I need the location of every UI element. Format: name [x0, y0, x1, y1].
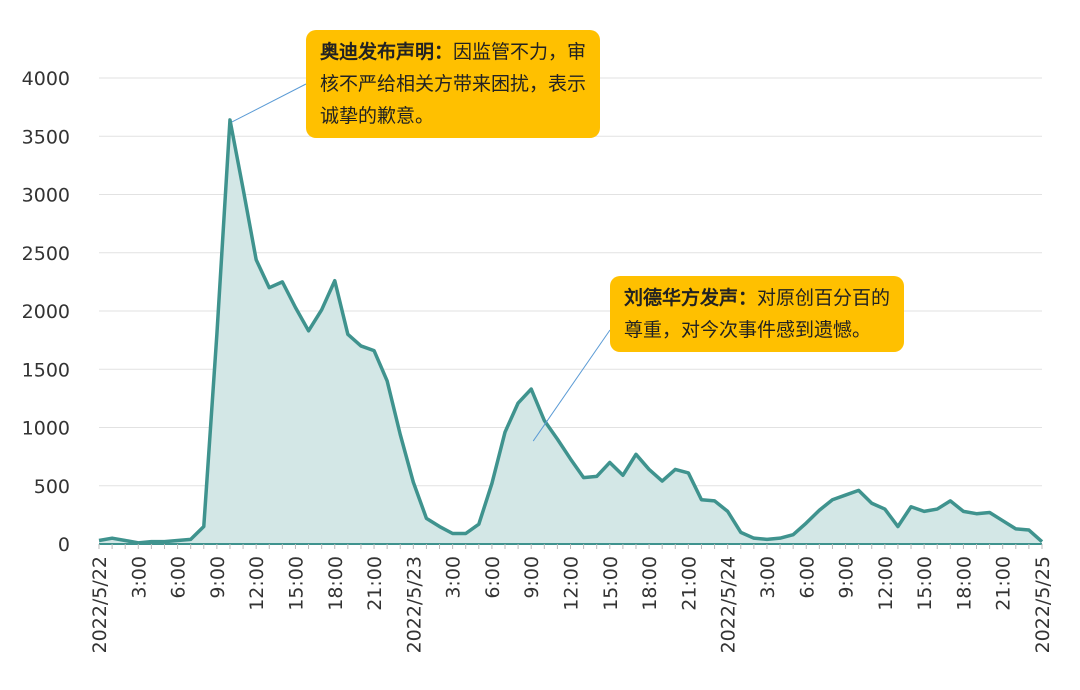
leader-line — [231, 83, 307, 123]
x-axis-labels: 2022/5/22 3:00 6:00 9:00 12:00 15:00 18:00 21:0… — [89, 556, 1054, 653]
x-tick-label: 2022/5/25 — [1032, 556, 1054, 653]
x-tick-label: 18:00 — [325, 556, 347, 611]
x-tick-label: 3:00 — [443, 556, 465, 599]
series-line — [98, 118, 1044, 545]
x-tick-label: 15:00 — [600, 556, 622, 611]
y-tick-label: 4000 — [22, 68, 70, 90]
x-tick-label: 2022/5/23 — [403, 556, 425, 653]
y-tick-label: 500 — [34, 476, 70, 498]
y-tick-label: 2500 — [22, 243, 70, 265]
y-tick-label: 1500 — [22, 359, 70, 381]
x-tick-label: 2022/5/22 — [89, 556, 111, 653]
x-tick-label: 3:00 — [128, 556, 150, 599]
annotation-title: 刘德华方发声： — [624, 287, 758, 309]
area-fill — [99, 119, 1042, 544]
y-tick-label: 3500 — [22, 126, 70, 148]
y-tick-label: 2000 — [22, 301, 70, 323]
x-tick-label: 18:00 — [639, 556, 661, 611]
annotation-audi-statement: 奥迪发布声明：因监管不力，审核不严给相关方带来困扰，表示诚挚的歉意。 — [306, 30, 600, 138]
x-tick-label: 21:00 — [364, 556, 386, 611]
x-tick-label: 6:00 — [482, 556, 504, 599]
x-tick-label: 18:00 — [953, 556, 975, 611]
x-tick-label: 2022/5/24 — [718, 556, 740, 653]
x-tick-label: 12:00 — [246, 556, 268, 611]
y-axis-labels: 0 500 1000 1500 2000 2500 3000 3500 4000 — [22, 68, 70, 556]
y-tick-label: 1000 — [22, 418, 70, 440]
annotation-title: 奥迪发布声明： — [320, 41, 454, 63]
x-tick-label: 9:00 — [521, 556, 543, 599]
annotation-leader-lines — [231, 83, 611, 442]
annotation-text: 因监管不力，审核不严给相关方带来困扰，表示诚挚的歉意。 — [320, 41, 587, 127]
annotation-text: 对原创百分百的尊重，对今次事件感到遗憾。 — [624, 287, 891, 341]
leader-line — [532, 329, 611, 442]
x-tick-label: 21:00 — [993, 556, 1015, 611]
x-tick-label: 9:00 — [836, 556, 858, 599]
x-tick-label: 12:00 — [561, 556, 583, 611]
y-tick-label: 3000 — [22, 185, 70, 207]
x-tick-label: 6:00 — [168, 556, 190, 599]
x-tick-label: 3:00 — [757, 556, 779, 599]
x-tick-label: 15:00 — [914, 556, 936, 611]
x-axis-ticks — [98, 544, 1043, 549]
y-tick-label: 0 — [58, 534, 70, 556]
x-tick-label: 9:00 — [207, 556, 229, 599]
x-tick-label: 12:00 — [875, 556, 897, 611]
x-tick-label: 21:00 — [678, 556, 700, 611]
x-tick-label: 15:00 — [285, 556, 307, 611]
annotation-andy-lau-statement: 刘德华方发声：对原创百分百的尊重，对今次事件感到遗憾。 — [610, 276, 904, 352]
x-tick-label: 6:00 — [796, 556, 818, 599]
